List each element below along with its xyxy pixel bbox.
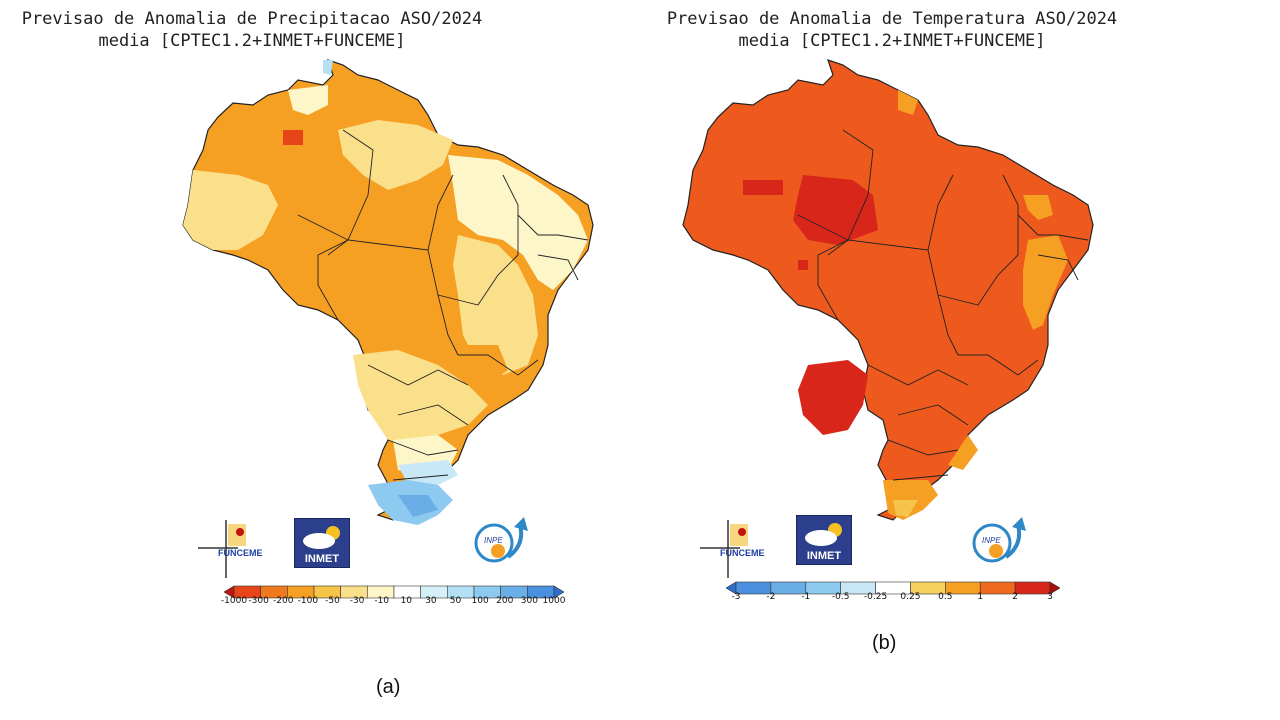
precipitation-colorbar: -1000 -300 -200 -100 -50 -30 -10 10 30 50 100 200 30… (220, 584, 566, 606)
colorbar-tick-label: 2 (1012, 592, 1018, 602)
precipitation-map (182, 59, 594, 525)
inpe-logo-text: INPE (484, 536, 503, 545)
colorbar-tick-label: 200 (496, 596, 514, 606)
colorbar-tick-label: -10 (374, 596, 390, 606)
colorbar-tick-label: -50 (325, 596, 340, 606)
caption-b: (b) (872, 632, 897, 654)
colorbar-tick-label: 10 (400, 596, 413, 606)
inpe-logo: INPE (470, 515, 532, 573)
colorbar-segment (1014, 581, 1051, 595)
caption-a: (a) (376, 676, 401, 698)
colorbar-tick-label: -100 (297, 596, 319, 606)
colorbar-tick-label: -1000 (220, 596, 248, 606)
inpe-logo-text: INPE (982, 536, 1001, 545)
temperature-colorbar-svg (725, 581, 1061, 595)
colorbar-tick-label: -0.25 (863, 592, 888, 602)
funceme-logo-text: FUNCEME (720, 548, 765, 558)
temperature-map (682, 59, 1094, 521)
colorbar-tick-label: 30 (425, 596, 437, 606)
colorbar-tick-label: 100 (471, 596, 489, 606)
colorbar-tick-label: 50 (449, 596, 462, 606)
precipitation-panel: Previsao de Anomalia de Precipitacao ASO… (21, 9, 594, 698)
colorbar-tick-label: 0.25 (900, 592, 921, 602)
colorbar-tick-label: -300 (248, 596, 269, 606)
colorbar-tick-label: -200 (273, 596, 294, 606)
inpe-swirl-icon: INPE (474, 517, 528, 563)
inmet-logo: INMET (796, 515, 852, 565)
inmet-logo: INMET (294, 518, 350, 568)
temperature-panel: Previsao de Anomalia de Temperatura ASO/… (640, 0, 1280, 720)
colorbar-tick-label: -2 (766, 592, 776, 602)
funceme-logo-mark (700, 520, 748, 578)
colorbar-tick-label: 1000 (542, 596, 566, 606)
funceme-logo: FUNCEME (700, 520, 770, 580)
colorbar-segment (979, 581, 1016, 595)
colorbar-tick-label: -30 (349, 596, 365, 606)
cloud-sun-icon (805, 523, 842, 546)
inmet-logo-text: INMET (806, 550, 842, 562)
inpe-logo: INPE (968, 515, 1030, 573)
colorbar-tick-label: -0.5 (831, 592, 850, 602)
funceme-logo: FUNCEME (198, 520, 268, 580)
precipitation-colorbar-svg (223, 585, 565, 599)
cloud-sun-icon (303, 526, 340, 549)
precipitation-title: Previsao de Anomalia de Precipitacao ASO… (21, 9, 483, 51)
inpe-swirl-icon: INPE (972, 517, 1026, 563)
funceme-logo-mark (198, 520, 246, 578)
funceme-logo-text: FUNCEME (218, 548, 263, 558)
colorbar-arrow-right (1049, 581, 1061, 595)
inmet-logo-text: INMET (304, 553, 340, 565)
colorbar-tick-label: 300 (520, 596, 538, 606)
colorbar-tick-label: 3 (1047, 592, 1053, 602)
colorbar-tick-label: -1 (801, 592, 811, 602)
colorbar-arrow-right (553, 585, 565, 599)
colorbar-tick-label: 1 (977, 592, 984, 602)
temperature-colorbar: -3 -2 -1 -0.5 -0.25 0.25 0.5 1 2 3 (725, 580, 1061, 602)
colorbar-tick-label: -3 (731, 592, 741, 602)
temperature-title: Previsao de Anomalia de Temperatura ASO/… (666, 9, 1118, 51)
colorbar-tick-label: 0.5 (938, 592, 953, 602)
